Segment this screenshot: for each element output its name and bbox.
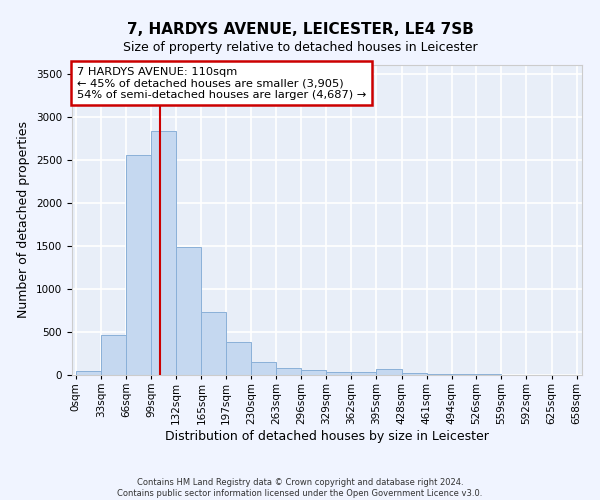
Bar	[376, 369, 401, 375]
Bar	[301, 370, 326, 375]
Bar	[76, 370, 101, 375]
Text: 7, HARDYS AVENUE, LEICESTER, LE4 7SB: 7, HARDYS AVENUE, LEICESTER, LE4 7SB	[127, 22, 473, 38]
Bar	[226, 342, 251, 375]
Bar	[126, 156, 151, 375]
Text: 7 HARDYS AVENUE: 110sqm
← 45% of detached houses are smaller (3,905)
54% of semi: 7 HARDYS AVENUE: 110sqm ← 45% of detache…	[77, 66, 367, 100]
Bar	[202, 312, 226, 375]
Bar	[101, 334, 126, 375]
Bar	[352, 372, 376, 375]
Bar	[176, 246, 202, 375]
Bar	[326, 372, 352, 375]
Y-axis label: Number of detached properties: Number of detached properties	[17, 122, 31, 318]
Bar	[401, 373, 427, 375]
Bar	[427, 374, 452, 375]
Bar	[251, 362, 276, 375]
Bar	[476, 374, 502, 375]
X-axis label: Distribution of detached houses by size in Leicester: Distribution of detached houses by size …	[165, 430, 489, 442]
Text: Contains HM Land Registry data © Crown copyright and database right 2024.
Contai: Contains HM Land Registry data © Crown c…	[118, 478, 482, 498]
Text: Size of property relative to detached houses in Leicester: Size of property relative to detached ho…	[122, 41, 478, 54]
Bar	[276, 368, 301, 375]
Bar	[452, 374, 476, 375]
Bar	[151, 132, 176, 375]
